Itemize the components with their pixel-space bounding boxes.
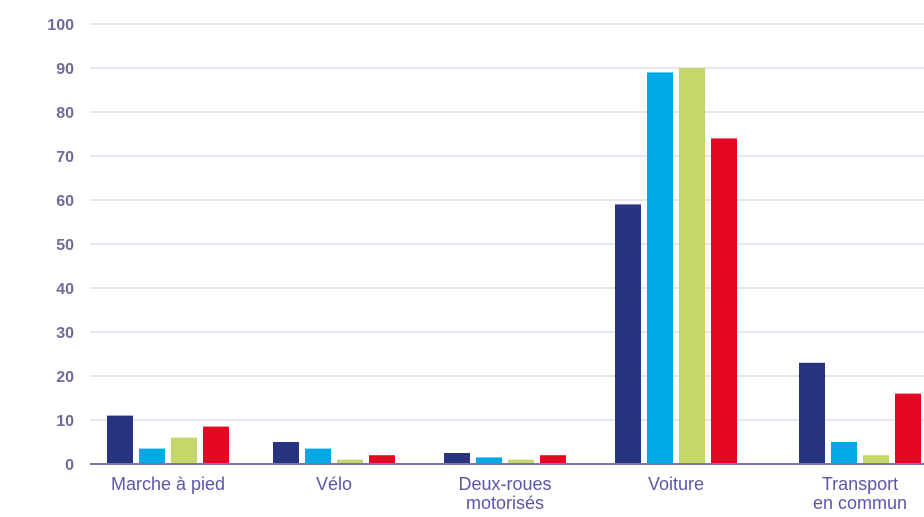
y-tick-label: 90	[56, 61, 74, 78]
bar	[444, 453, 470, 464]
x-category-label: Vélo	[316, 474, 352, 494]
bar	[305, 448, 331, 464]
x-category-label: Marche à pied	[111, 474, 225, 494]
bar	[799, 362, 825, 464]
x-category-line: motorisés	[466, 493, 544, 513]
y-tick-label: 20	[56, 369, 74, 386]
bar	[273, 442, 299, 464]
x-category-line: Vélo	[316, 474, 352, 494]
bar	[107, 415, 133, 464]
bar	[647, 72, 673, 465]
y-tick-label: 10	[56, 413, 74, 430]
y-tick-label: 70	[56, 149, 74, 166]
x-axis-categories: Marche à pied Vélo Deux-roues motorisés Voit…	[111, 474, 907, 513]
x-category-line: Transport	[822, 474, 898, 494]
bar	[508, 459, 534, 464]
bar	[711, 138, 737, 464]
y-tick-label: 0	[65, 457, 74, 474]
y-tick-label: 100	[47, 17, 74, 34]
y-tick-label: 60	[56, 193, 74, 210]
x-category-line: Voiture	[648, 474, 704, 494]
bar	[337, 459, 363, 464]
x-category-label: Deux-roues motorisés	[458, 474, 551, 513]
bar	[831, 442, 857, 464]
bar	[540, 455, 566, 464]
bar	[203, 426, 229, 464]
x-category-line: Deux-roues	[458, 474, 551, 494]
y-tick-label: 80	[56, 105, 74, 122]
x-category-label: Voiture	[648, 474, 704, 494]
bar	[615, 204, 641, 464]
bar	[171, 437, 197, 464]
bar	[679, 68, 705, 464]
y-tick-label: 30	[56, 325, 74, 342]
bar	[139, 448, 165, 464]
y-axis-ticks: 0 10 20 30 40 50 60 70 80 90 100	[47, 17, 74, 474]
bar	[895, 393, 921, 464]
bars	[107, 68, 921, 465]
bar	[863, 455, 889, 464]
y-tick-label: 50	[56, 237, 74, 254]
x-category-line: en commun	[813, 493, 907, 513]
bar	[369, 455, 395, 464]
x-category-label: Transport en commun	[813, 474, 907, 513]
x-category-line: Marche à pied	[111, 474, 225, 494]
bar	[476, 457, 502, 464]
grid-lines	[90, 23, 924, 421]
y-tick-label: 40	[56, 281, 74, 298]
